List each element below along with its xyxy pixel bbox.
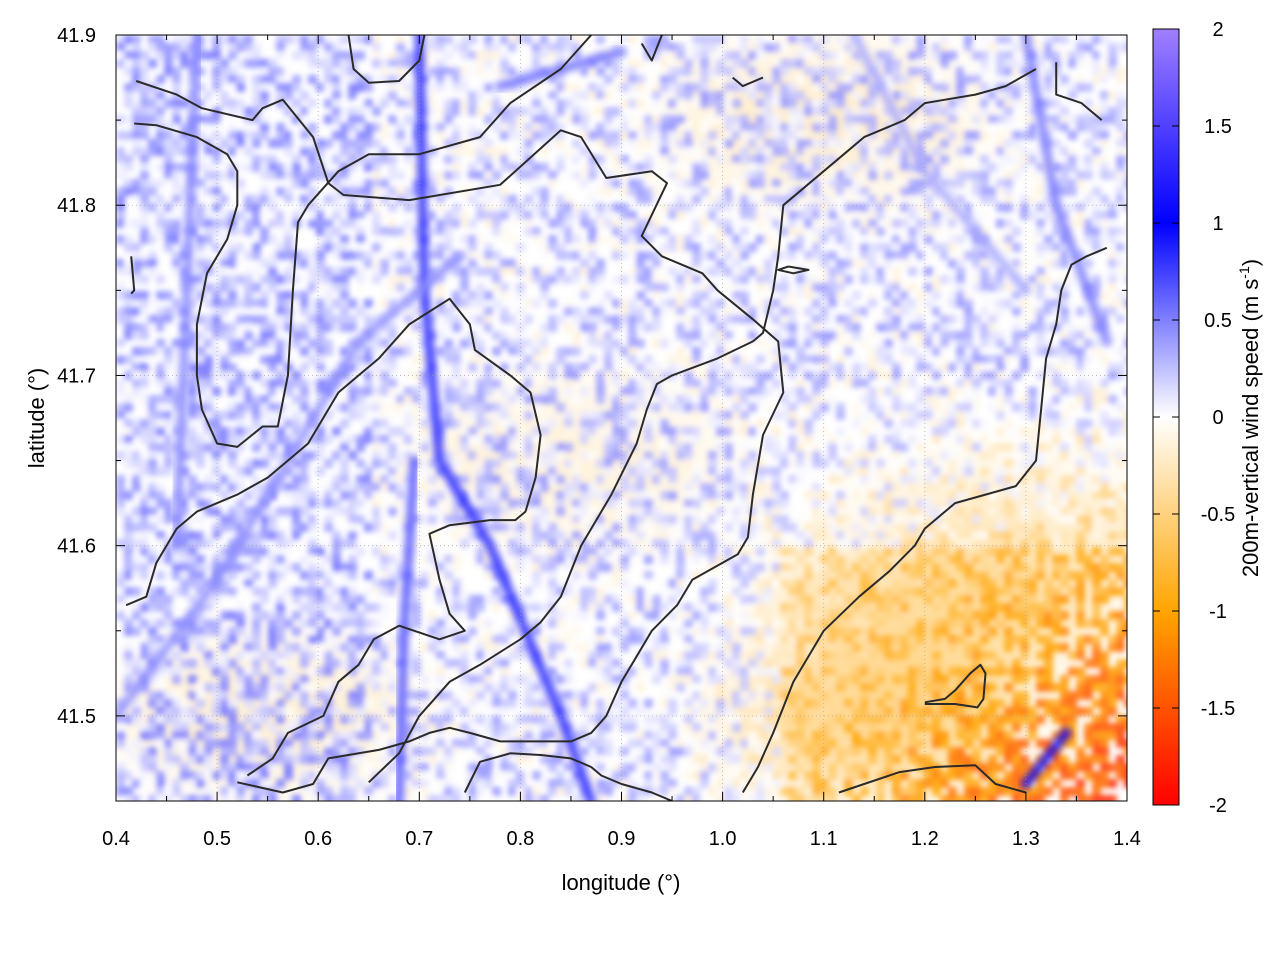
x-tick-label: 1.3 bbox=[1012, 828, 1040, 850]
colorbar-label-end: ) bbox=[1238, 259, 1263, 266]
y-axis-label: latitude (°) bbox=[24, 368, 49, 469]
y-tick-label: 41.5 bbox=[57, 706, 96, 728]
colorbar-tick-label: 2 bbox=[1212, 19, 1223, 41]
y-tick-label: 41.8 bbox=[57, 195, 96, 217]
colorbar-tick-label: -0.5 bbox=[1201, 504, 1235, 526]
x-tick-label: 1.0 bbox=[709, 828, 737, 850]
x-tick-label: 1.4 bbox=[1113, 828, 1141, 850]
colorbar-tick-label: 0.5 bbox=[1204, 310, 1232, 332]
colorbar-tick-label: -1.5 bbox=[1201, 698, 1235, 720]
colorbar-label-main: 200m-vertical wind speed (m s bbox=[1238, 279, 1263, 577]
x-tick-label: 0.4 bbox=[102, 828, 130, 850]
x-axis-label: longitude (°) bbox=[562, 870, 681, 895]
x-tick-label: 0.7 bbox=[405, 828, 433, 850]
colorbar-tick-label: 0 bbox=[1212, 407, 1223, 429]
x-tick-label: 0.5 bbox=[203, 828, 231, 850]
colorbar-tick-label: -2 bbox=[1209, 795, 1227, 817]
x-tick-label: 0.9 bbox=[608, 828, 636, 850]
y-tick-label: 41.6 bbox=[57, 536, 96, 558]
colorbar-label-superscript: -1 bbox=[1236, 266, 1252, 279]
x-tick-label: 0.6 bbox=[304, 828, 332, 850]
x-tick-label: 1.1 bbox=[810, 828, 838, 850]
y-tick-label: 41.7 bbox=[57, 365, 96, 387]
colorbar-tick-label: -1 bbox=[1209, 601, 1227, 623]
colorbar-tick-label: 1 bbox=[1212, 213, 1223, 235]
colorbar-label: 200m-vertical wind speed (m s-1) bbox=[1236, 259, 1263, 577]
colorbar-tick-label: 1.5 bbox=[1204, 116, 1232, 138]
x-tick-label: 1.2 bbox=[911, 828, 939, 850]
y-tick-label: 41.9 bbox=[57, 25, 96, 47]
x-tick-label: 0.8 bbox=[506, 828, 534, 850]
